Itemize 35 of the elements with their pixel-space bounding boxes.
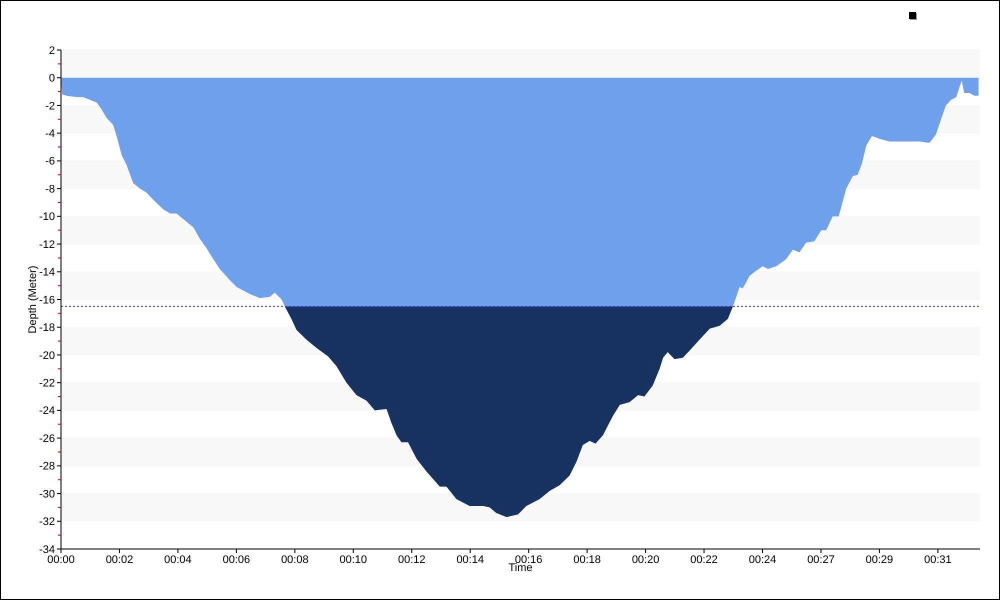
y-tick-label: -14 xyxy=(39,266,55,279)
y-tick-label: -8 xyxy=(45,183,55,196)
y-tick-label: 0 xyxy=(48,72,55,85)
y-tick-label: -6 xyxy=(45,156,55,168)
y-tick-label: -22 xyxy=(39,378,55,390)
x-tick-label: 00:00 xyxy=(47,554,75,566)
y-tick-label: -4 xyxy=(45,128,55,140)
x-tick-label: 00:27 xyxy=(807,554,835,566)
x-tick-label: 00:31 xyxy=(924,554,952,566)
y-tick-label: -32 xyxy=(39,516,55,528)
x-tick-label: 00:10 xyxy=(340,554,368,566)
y-tick-label: -34 xyxy=(39,544,55,556)
x-tick-label: 00:22 xyxy=(690,554,718,566)
y-tick-label: -10 xyxy=(39,211,55,224)
x-tick-label: 00:24 xyxy=(748,554,776,566)
x-tick-label: 00:06 xyxy=(222,554,250,566)
x-tick-label: 00:14 xyxy=(456,554,484,566)
x-tick-label: 00:08 xyxy=(281,554,309,566)
y-tick-label: -30 xyxy=(39,488,55,500)
x-tick-label: 00:29 xyxy=(866,554,894,566)
y-tick-label: -18 xyxy=(39,322,55,334)
x-tick-label: 00:02 xyxy=(106,554,134,566)
y-tick-label: -12 xyxy=(39,238,55,251)
y-tick-label: -28 xyxy=(39,460,55,473)
y-tick-label: -20 xyxy=(39,350,55,362)
x-tick-label: 00:04 xyxy=(164,554,192,566)
x-tick-label: 00:12 xyxy=(398,554,426,566)
y-tick-label: -16 xyxy=(39,294,55,306)
y-tick-label: -24 xyxy=(39,405,55,418)
y-tick-label: 2 xyxy=(48,44,55,57)
y-tick-label: -2 xyxy=(45,100,55,112)
x-tick-label: 00:20 xyxy=(632,554,660,566)
y-axis-title: Depth (Meter) xyxy=(27,266,39,334)
x-tick-label: 00:18 xyxy=(573,554,601,566)
y-tick-label: -26 xyxy=(39,432,55,445)
